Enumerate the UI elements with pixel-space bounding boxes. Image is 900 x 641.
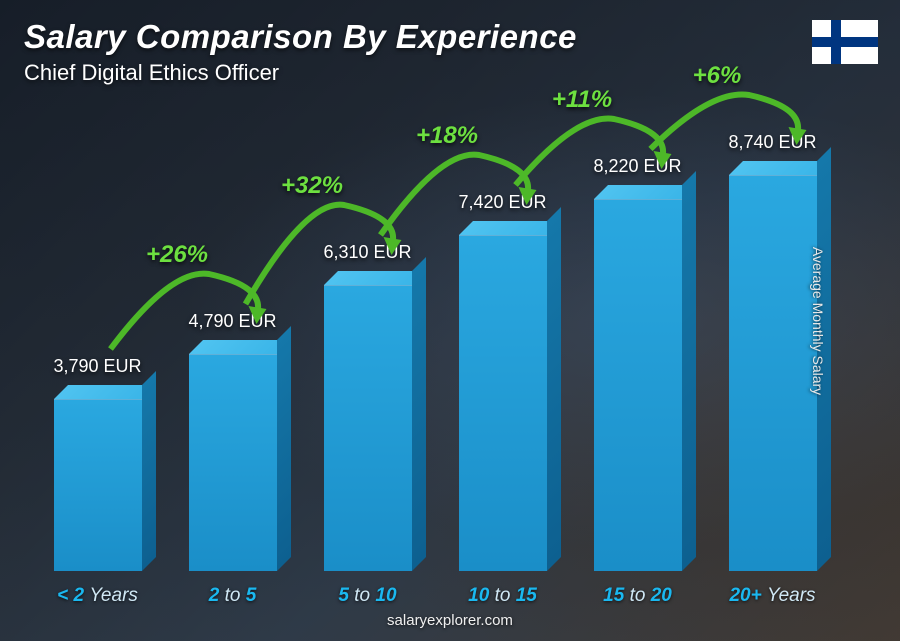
bars-container: 3,790 EUR< 2 Years4,790 EUR2 to 56,310 E… <box>30 100 840 571</box>
bar-side-face <box>682 171 696 571</box>
bar-front <box>594 199 682 571</box>
bar-top-face <box>729 161 831 175</box>
bar-top-face <box>324 271 426 285</box>
bar <box>189 354 277 571</box>
bar-chart: 3,790 EUR< 2 Years4,790 EUR2 to 56,310 E… <box>30 100 840 571</box>
header: Salary Comparison By Experience Chief Di… <box>24 18 577 86</box>
bar <box>594 199 682 571</box>
bar <box>459 235 547 571</box>
bar-front <box>459 235 547 571</box>
bar-value-label: 7,420 EUR <box>433 192 573 213</box>
bar <box>54 399 142 571</box>
bar-side-face <box>142 371 156 571</box>
bar-top-face <box>54 385 156 399</box>
bar-slot: 7,420 EUR10 to 15 <box>435 100 570 571</box>
chart-subtitle: Chief Digital Ethics Officer <box>24 60 577 86</box>
bar-value-label: 8,220 EUR <box>568 156 708 177</box>
bar-side-face <box>412 257 426 571</box>
bar-value-label: 3,790 EUR <box>28 356 168 377</box>
bar-front <box>324 285 412 571</box>
bar-top-face <box>594 185 696 199</box>
bar-side-face <box>547 207 561 571</box>
y-axis-label: Average Monthly Salary <box>810 246 826 394</box>
bar-slot: 8,220 EUR15 to 20 <box>570 100 705 571</box>
bar-value-label: 6,310 EUR <box>298 242 438 263</box>
bar-front <box>729 175 817 571</box>
bar-side-face <box>277 326 291 571</box>
finland-flag-icon <box>812 20 878 64</box>
bar <box>324 285 412 571</box>
bar <box>729 175 817 571</box>
bar-value-label: 8,740 EUR <box>703 132 843 153</box>
bar-value-label: 4,790 EUR <box>163 311 303 332</box>
bar-front <box>189 354 277 571</box>
bar-slot: 6,310 EUR5 to 10 <box>300 100 435 571</box>
bar-category-label: 20+ Years <box>693 585 853 607</box>
bar-top-face <box>189 340 291 354</box>
bar-slot: 4,790 EUR2 to 5 <box>165 100 300 571</box>
footer-attribution: salaryexplorer.com <box>0 612 900 629</box>
bar-slot: 3,790 EUR< 2 Years <box>30 100 165 571</box>
bar-front <box>54 399 142 571</box>
bar-top-face <box>459 221 561 235</box>
chart-title: Salary Comparison By Experience <box>24 18 577 56</box>
